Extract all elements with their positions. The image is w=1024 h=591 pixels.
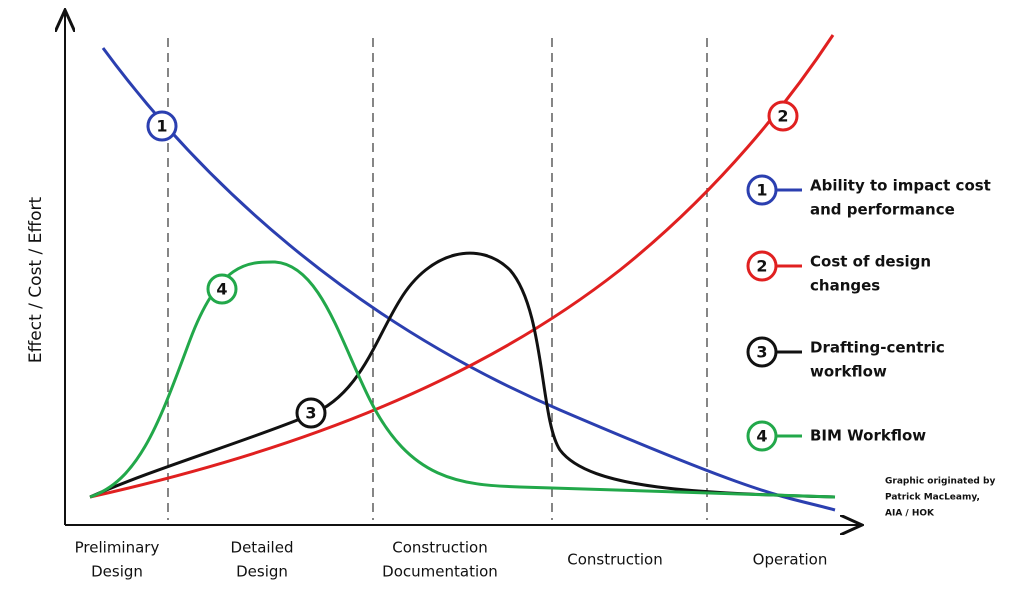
legend-marker-number: 4 [756,427,767,446]
legend-marker-number: 3 [756,343,767,362]
curve-marker-number: 4 [216,280,227,299]
legend-label: workflow [810,363,887,381]
curve-marker-number: 1 [156,117,167,136]
phase-label: Design [236,563,288,581]
legend-marker [746,420,778,452]
legend-label: Cost of design [810,253,931,271]
phase-label: Detailed [231,539,294,557]
y-axis-label: Effect / Cost / Effort [26,197,46,364]
legend-label: changes [810,277,880,295]
curve-drafting [89,251,836,499]
curve-cost [89,34,835,499]
legend-marker-number: 1 [756,181,767,200]
legend-marker [746,250,778,282]
curve-marker [206,273,238,305]
phase-label: Construction [567,551,663,569]
legend-label: and performance [810,201,955,219]
legend-label: Drafting-centric [810,339,945,357]
phase-label: Preliminary [75,539,160,557]
phase-label: Design [91,563,143,581]
legend-marker-number: 2 [756,257,767,276]
phase-label: Construction [392,539,488,557]
phase-label: Documentation [382,563,498,581]
curve-bim [89,260,836,499]
credit-line: Patrick MacLeamy, [885,493,980,503]
credit-line: AIA / HOK [885,509,935,519]
legend-label: BIM Workflow [810,427,926,445]
curve-marker-number: 3 [305,404,316,423]
curve-marker [146,110,178,142]
curve-marker-number: 2 [777,107,788,126]
legend-marker [746,336,778,368]
legend-marker [746,174,778,206]
phase-label: Operation [753,551,828,569]
curve-marker [767,100,799,132]
curve-marker [295,397,327,429]
credit-line: Graphic originated by [885,477,995,487]
legend-label: Ability to impact cost [810,177,991,195]
